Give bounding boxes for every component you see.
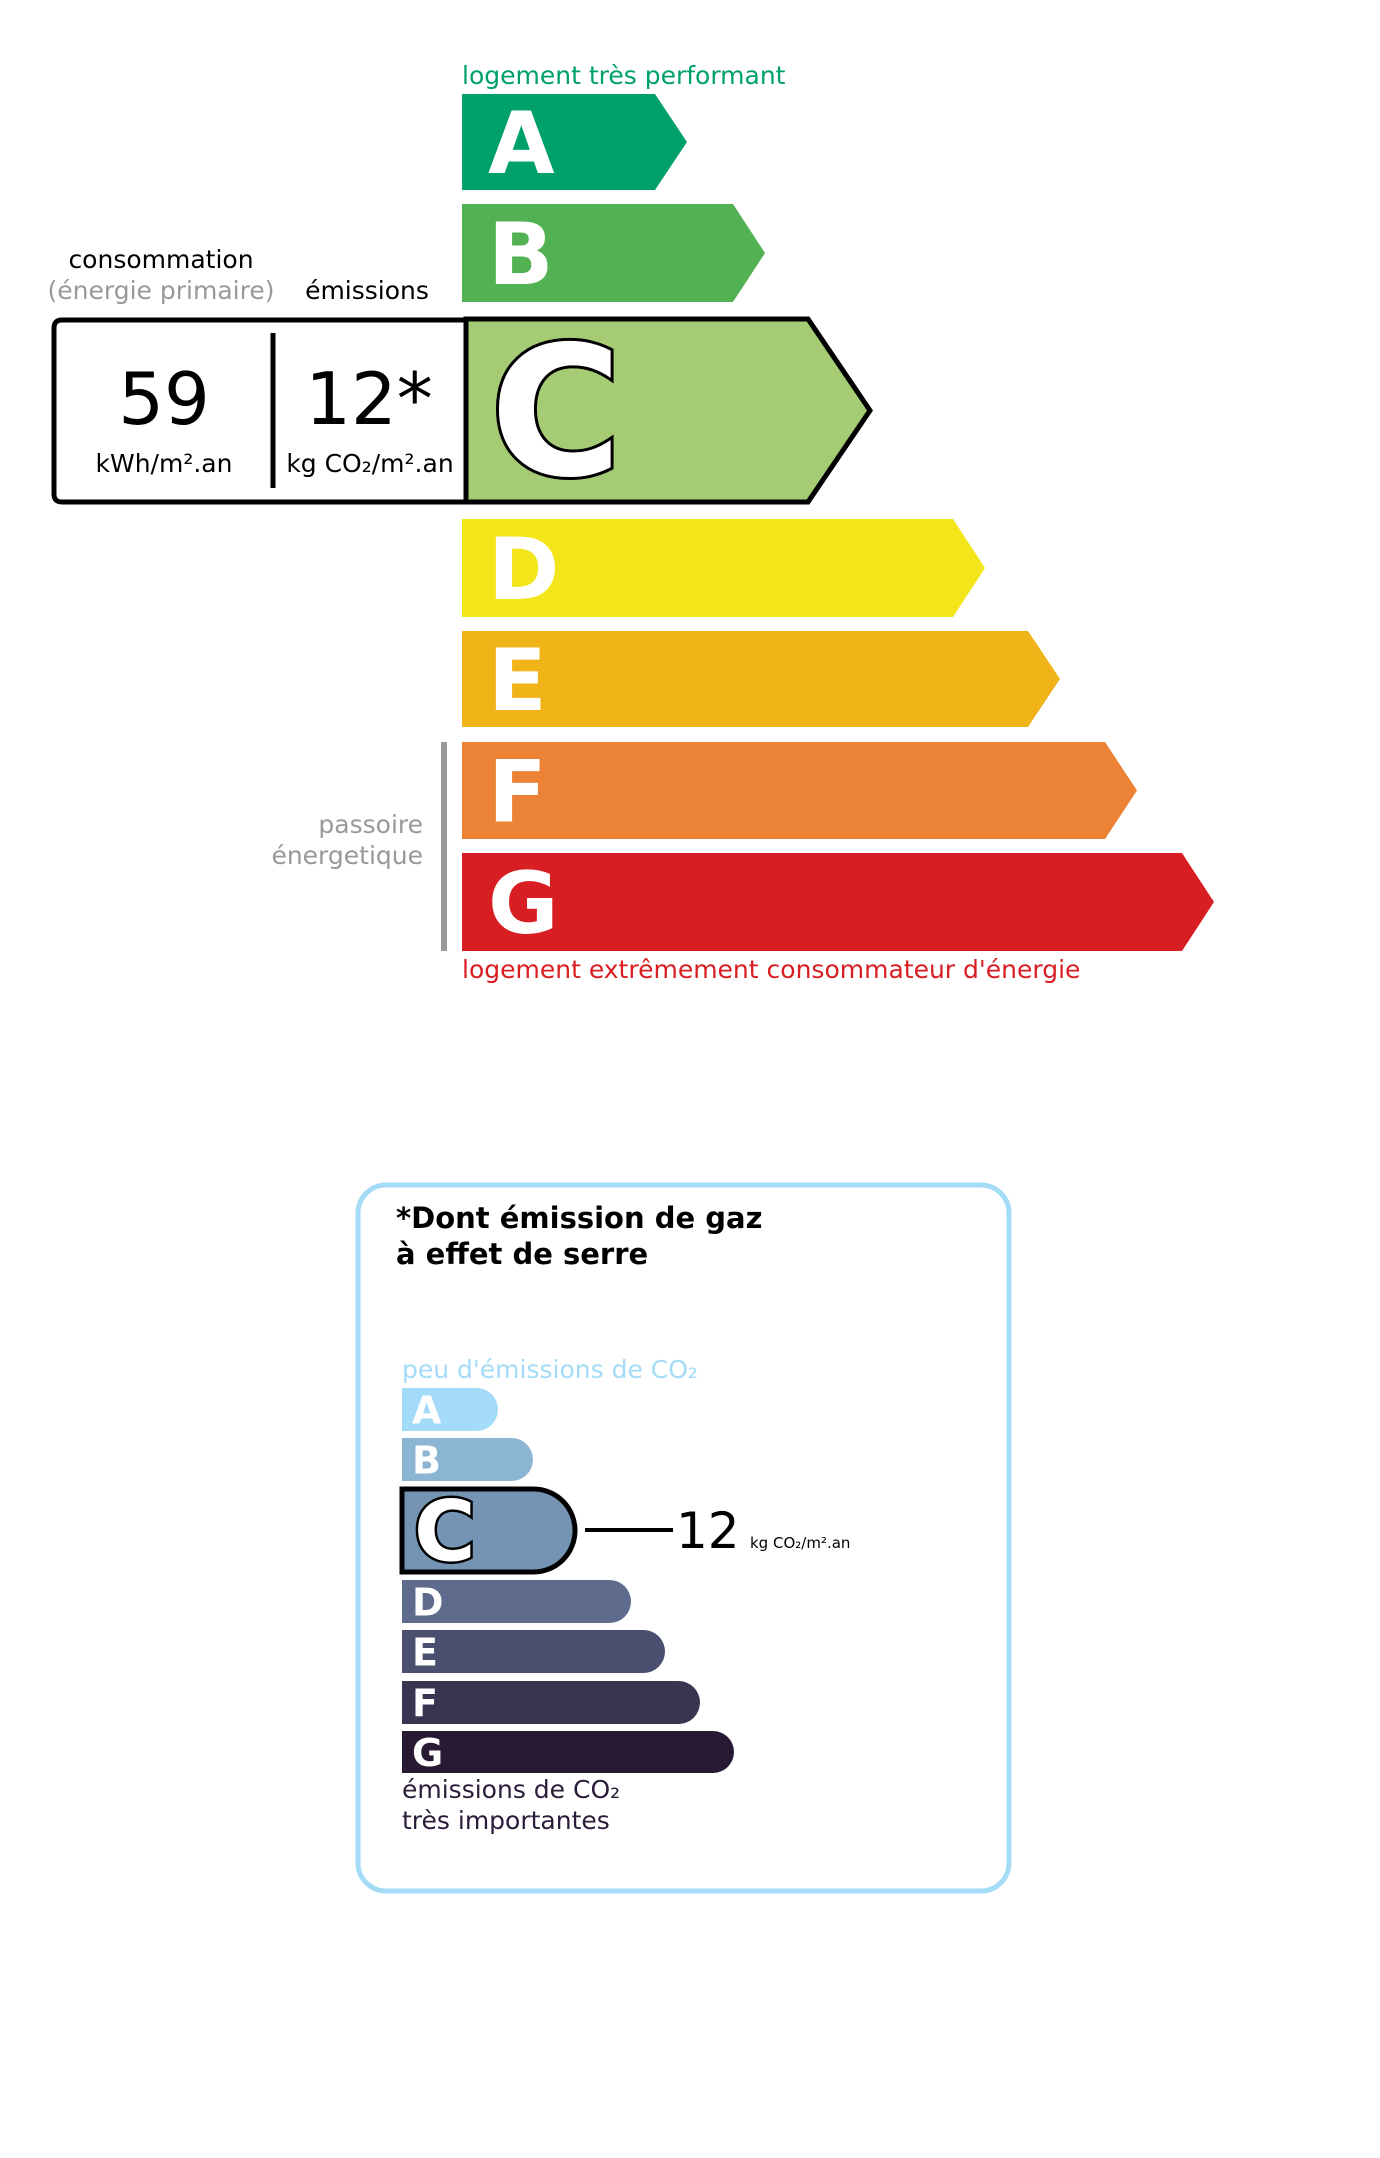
energy-class-d-bar <box>462 519 985 617</box>
emissions-value: 12* <box>305 357 433 441</box>
energy-class-e-bar <box>462 631 1060 727</box>
ghg-class-letter: C <box>414 1483 476 1581</box>
energy-class-a-bar <box>462 94 687 190</box>
ghg-class-d-bar <box>402 1580 631 1623</box>
consumption-header: consommation <box>68 245 253 274</box>
ghg-class-letter: B <box>412 1439 441 1483</box>
ghg-class-e-bar <box>402 1630 665 1673</box>
energy-class-letter: C <box>490 309 622 518</box>
consumption-subheader: (énergie primaire) <box>48 276 275 305</box>
ghg-bottom-label-2: très importantes <box>402 1806 610 1835</box>
ghg-class-letter: G <box>412 1731 443 1775</box>
ghg-class-c-bar <box>399 1486 578 1575</box>
passoire-label-2: énergetique <box>271 841 423 870</box>
energy-class-letter: A <box>488 94 555 194</box>
ghg-class-a-bar <box>402 1387 498 1431</box>
ghg-top-label: peu d'émissions de CO₂ <box>402 1355 698 1384</box>
ghg-class-letter: F <box>412 1682 438 1726</box>
ghg-panel <box>355 1182 1012 1894</box>
ghg-title-1: *Dont émission de gaz <box>396 1201 762 1235</box>
energy-class-b-bar <box>462 204 765 302</box>
energy-class-letter: D <box>488 520 559 620</box>
ghg-class-letter: A <box>412 1389 442 1433</box>
ghg-class-f-bar <box>402 1681 700 1724</box>
energy-class-letter: F <box>488 743 547 843</box>
ghg-class-b-bar <box>402 1438 533 1481</box>
ghg-class-letter: D <box>412 1581 444 1625</box>
consumption-unit: kWh/m².an <box>96 449 233 478</box>
ghg-value: 12 <box>676 1502 740 1560</box>
energy-class-g-bar <box>462 853 1214 951</box>
ghg-class-letter: E <box>412 1631 438 1675</box>
energy-class-letter: B <box>488 205 554 305</box>
passoire-label-1: passoire <box>318 810 423 839</box>
top-label: logement très performant <box>462 61 786 90</box>
emissions-header: émissions <box>305 276 429 305</box>
energy-class-f-bar <box>462 742 1137 839</box>
energy-class-c-bar <box>463 316 874 505</box>
energy-class-letter: G <box>488 854 559 954</box>
consumption-value: 59 <box>118 357 210 441</box>
bottom-label: logement extrêmement consommateur d'éner… <box>462 955 1080 984</box>
value-box <box>51 317 466 505</box>
ghg-title-2: à effet de serre <box>396 1237 648 1271</box>
ghg-bottom-label-1: émissions de CO₂ <box>402 1775 620 1804</box>
energy-class-letter: E <box>488 631 547 731</box>
ghg-unit: kg CO₂/m².an <box>750 1534 850 1552</box>
emissions-unit: kg CO₂/m².an <box>286 449 453 478</box>
ghg-class-g-bar <box>402 1731 734 1773</box>
